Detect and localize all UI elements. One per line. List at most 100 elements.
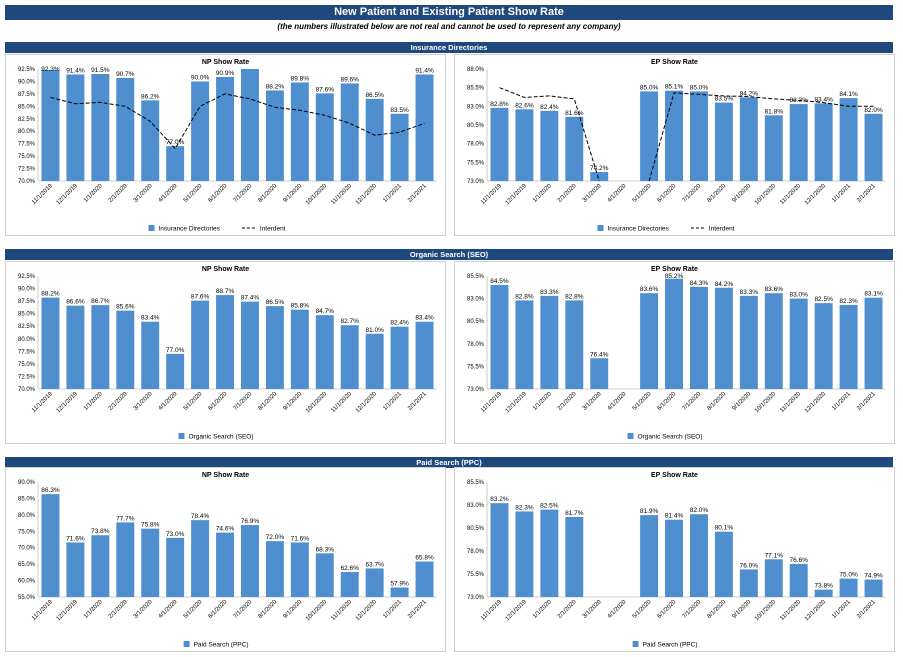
bar (41, 297, 60, 389)
data-label: 82.3% (839, 298, 858, 305)
bar (166, 537, 185, 597)
y-tick-label: 92.5% (18, 67, 36, 73)
bar (265, 90, 284, 181)
x-tick-label: 5/1/2020 (632, 183, 653, 204)
bar (814, 103, 833, 181)
y-tick-label: 77.5% (18, 142, 36, 148)
bar (91, 305, 110, 389)
y-tick-label: 90.0% (18, 480, 36, 486)
bar (216, 532, 235, 597)
x-tick-label: 2/1/2020 (557, 391, 578, 412)
x-tick-label: 4/1/2020 (607, 183, 628, 204)
chart-panel-ins-ep: EP Show Rate 73.0% 75.5% 78.0% 80.5% 83.0% 85.… (454, 54, 895, 236)
data-label: 84.2% (715, 281, 734, 288)
y-tick-label: 78.0% (467, 142, 485, 148)
x-tick-label: 1/1/2020 (532, 391, 553, 412)
chart-seo-ep: EP Show Rate 73.0% 75.5% 78.0% 80.5% 83.0% 85.… (467, 266, 886, 441)
x-tick-label: 5/1/2020 (183, 599, 204, 620)
data-label: 84.1% (839, 91, 858, 98)
legend-swatch (627, 433, 634, 439)
data-label: 82.5% (540, 503, 559, 510)
bar (240, 69, 259, 181)
bar (415, 74, 434, 181)
data-label: 82.7% (341, 318, 360, 325)
x-tick-label: 10/1/2020 (754, 391, 778, 415)
bar (515, 300, 534, 389)
x-tick-label: 12/1/2020 (804, 183, 828, 207)
x-tick-label: 11/1/2019 (480, 599, 503, 622)
x-tick-label: 2/1/2020 (108, 599, 129, 620)
bar (590, 358, 609, 389)
bar (116, 310, 135, 389)
bar (714, 102, 733, 181)
data-label: 68.3% (316, 546, 335, 553)
data-label: 90.9% (216, 70, 235, 77)
y-tick-label: 80.5% (467, 319, 485, 325)
bar (714, 287, 733, 389)
chart-title: EP Show Rate (651, 59, 698, 66)
y-tick-label: 75.0% (18, 362, 36, 368)
data-label: 86.3% (41, 487, 60, 494)
data-label: 82.0% (864, 107, 883, 114)
y-tick-label: 75.0% (18, 154, 36, 160)
y-tick-label: 78.0% (467, 342, 485, 348)
x-tick-label: 9/1/2020 (731, 599, 752, 620)
y-tick-label: 85.0% (18, 496, 36, 502)
data-label: 83.3% (740, 289, 759, 296)
bar (739, 569, 758, 597)
data-label: 75.8% (141, 522, 160, 529)
x-tick-label: 5/1/2020 (632, 599, 653, 620)
data-label: 82.3% (515, 504, 534, 511)
x-tick-label: 12/1/2020 (355, 183, 379, 207)
section-header-ppc: Paid Search (PPC) (5, 457, 893, 468)
bar (415, 561, 434, 597)
section-header-seo: Organic Search (SEO) (5, 249, 893, 260)
x-tick-label: 2/1/2021 (856, 599, 877, 620)
x-tick-label: 6/1/2020 (657, 183, 678, 204)
y-tick-label: 70.0% (18, 179, 36, 185)
x-tick-label: 2/1/2020 (557, 183, 578, 204)
data-label: 81.8% (765, 108, 784, 115)
data-label: 76.0% (740, 562, 759, 569)
legend-label: Paid Search (PPC) (194, 642, 249, 649)
data-label: 75.0% (839, 572, 858, 579)
x-tick-label: 12/1/2020 (355, 391, 379, 415)
data-label: 82.4% (540, 104, 559, 111)
bar (864, 579, 883, 597)
data-label: 82.4% (390, 320, 409, 327)
x-tick-label: 11/1/2020 (330, 391, 353, 414)
x-tick-label: 12/1/2020 (355, 599, 379, 623)
bar (839, 98, 858, 181)
y-tick-label: 87.5% (18, 299, 36, 305)
y-tick-label: 55.0% (18, 595, 36, 601)
bar (789, 104, 808, 181)
data-label: 85.8% (291, 303, 310, 310)
chart-title: EP Show Rate (651, 266, 698, 273)
bar (764, 559, 783, 597)
bar (640, 91, 659, 181)
bar (91, 73, 110, 181)
x-tick-label: 10/1/2020 (305, 391, 329, 415)
x-tick-label: 7/1/2020 (682, 599, 703, 620)
x-tick-label: 1/1/2021 (831, 599, 852, 620)
x-tick-label: 2/1/2021 (856, 183, 877, 204)
y-tick-label: 90.0% (18, 287, 36, 293)
bar (216, 76, 235, 181)
x-tick-label: 6/1/2020 (657, 391, 678, 412)
chart-title: EP Show Rate (651, 472, 698, 479)
bar (390, 587, 409, 597)
y-tick-label: 85.5% (467, 480, 485, 486)
data-label: 83.5% (390, 107, 409, 114)
chart-ins-np: NP Show Rate 70.0% 72.5% 75.0% 77.5% 80.0% 82.… (18, 59, 437, 233)
data-label: 86.2% (141, 93, 160, 100)
y-tick-label: 72.5% (18, 167, 36, 173)
x-tick-label: 1/1/2020 (532, 599, 553, 620)
bar (390, 326, 409, 389)
y-tick-label: 73.0% (467, 387, 485, 393)
bar (290, 309, 309, 389)
y-tick-label: 70.0% (18, 546, 36, 552)
x-tick-label: 11/1/2020 (779, 391, 802, 414)
data-label: 73.8% (814, 583, 833, 590)
y-tick-label: 83.0% (467, 503, 485, 509)
data-label: 77.0% (166, 139, 185, 146)
